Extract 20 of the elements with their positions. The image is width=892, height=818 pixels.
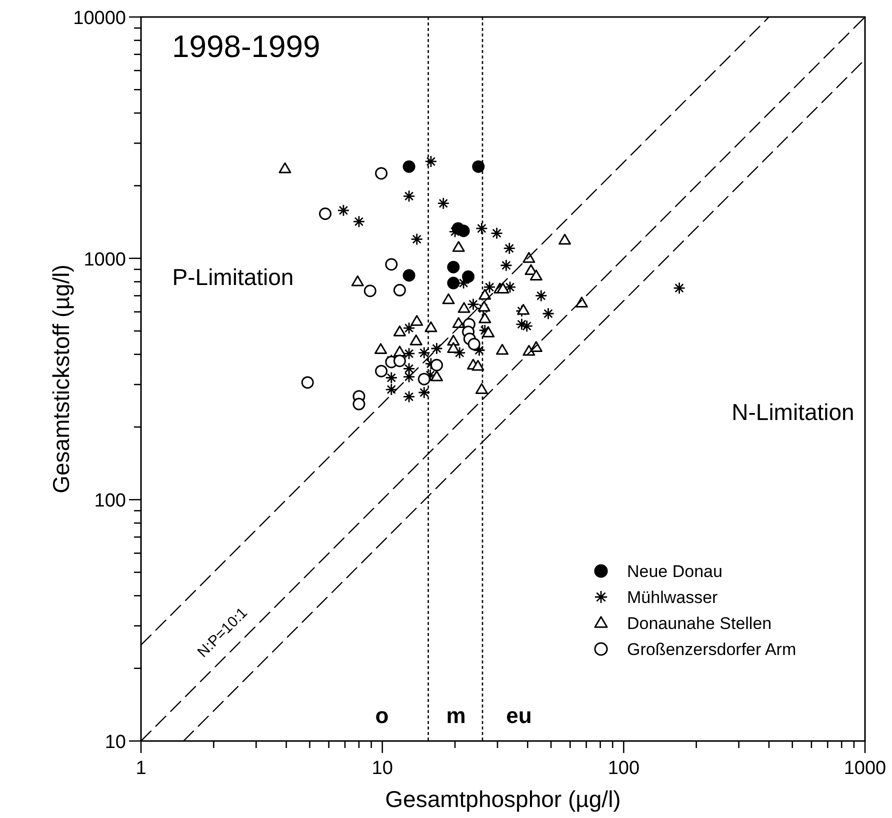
y-tick-label: 100 (94, 490, 126, 512)
chart-title: 1998-1999 (172, 29, 320, 64)
legend-label: Neue Donau (627, 562, 722, 581)
annotation: eu (506, 702, 532, 728)
legend-label: Großenzersdorfer Arm (627, 640, 796, 659)
annotation: o (375, 702, 389, 728)
x-tick-label: 100 (608, 758, 640, 779)
annotation: P-Limitation (172, 264, 294, 290)
legend-label: Mühlwasser (627, 588, 718, 607)
x-tick-label: 1000 (844, 758, 886, 779)
legend-label: Donaunahe Stellen (627, 614, 772, 633)
y-tick-label: 1000 (84, 249, 126, 270)
x-axis-title: Gesamtphosphor (µg/l) (385, 786, 621, 812)
x-tick-label: 10 (372, 758, 393, 779)
x-tick-label: 1 (136, 758, 146, 779)
annotation: m (446, 702, 466, 728)
y-tick-label: 10000 (73, 8, 126, 29)
y-tick-label: 10 (104, 732, 126, 753)
y-axis-title: Gesamtstickstoff (µg/l) (48, 264, 74, 494)
annotation: N-Limitation (732, 399, 854, 426)
